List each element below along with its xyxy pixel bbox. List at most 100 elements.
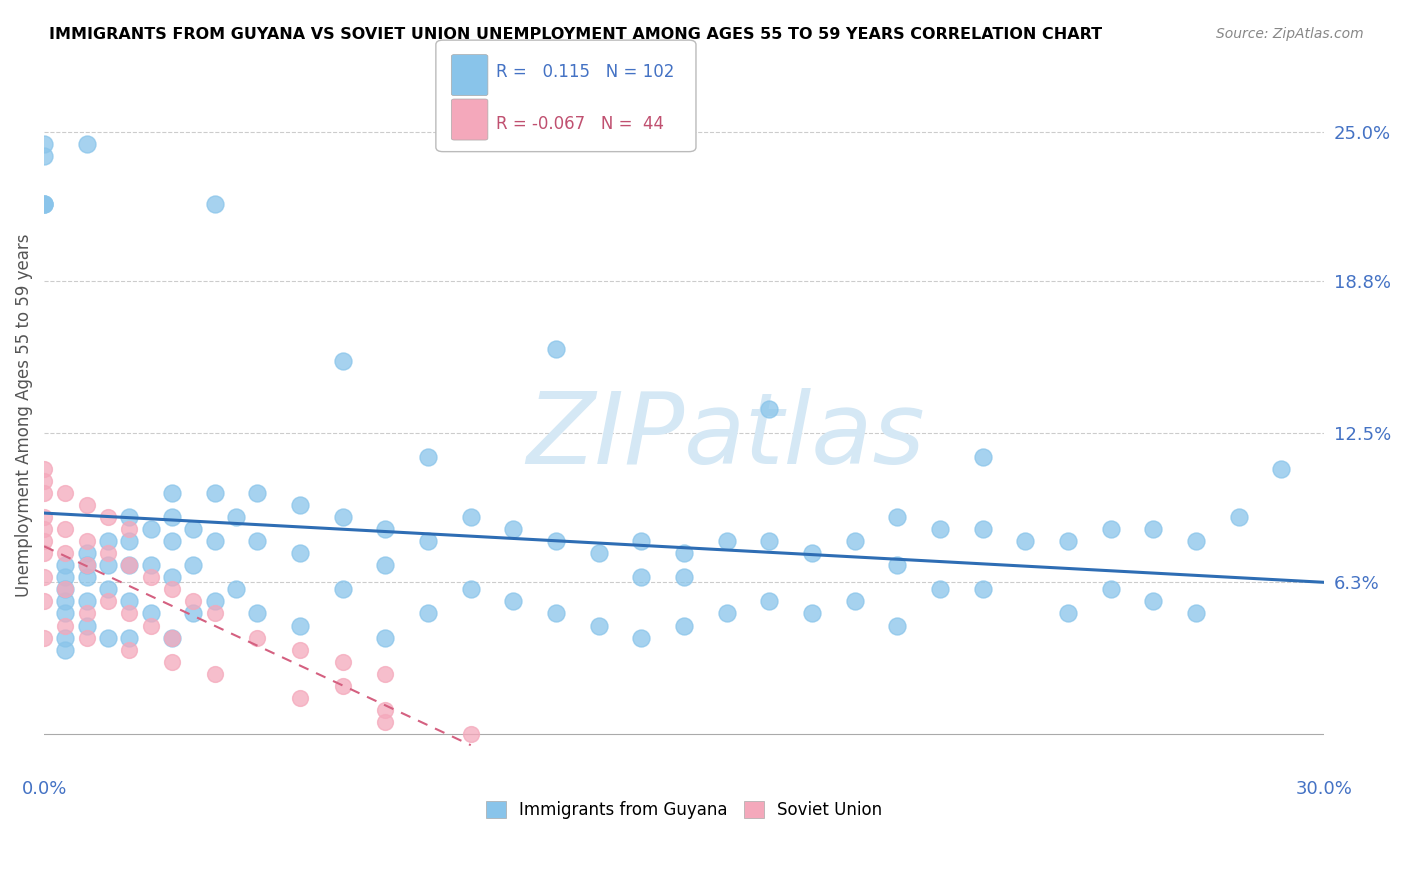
Point bbox=[55, 582, 77, 597]
Point bbox=[673, 618, 696, 632]
Point bbox=[716, 534, 738, 549]
Point bbox=[546, 342, 568, 356]
Point bbox=[288, 546, 311, 560]
Point bbox=[886, 618, 908, 632]
Point bbox=[460, 582, 482, 597]
Point bbox=[630, 631, 652, 645]
Point bbox=[183, 558, 205, 573]
Point bbox=[716, 607, 738, 621]
Point bbox=[630, 570, 652, 584]
Point bbox=[972, 450, 994, 464]
Point bbox=[246, 631, 269, 645]
Point bbox=[502, 522, 524, 536]
Point bbox=[1099, 582, 1122, 597]
Point bbox=[630, 534, 652, 549]
Point bbox=[118, 594, 141, 608]
Point bbox=[76, 498, 98, 512]
Point bbox=[1185, 534, 1208, 549]
Point bbox=[76, 631, 98, 645]
Point bbox=[139, 522, 162, 536]
Point bbox=[160, 486, 183, 500]
Point bbox=[1185, 607, 1208, 621]
Point bbox=[1142, 522, 1164, 536]
Point bbox=[55, 631, 77, 645]
Point bbox=[288, 618, 311, 632]
Point bbox=[332, 679, 354, 693]
Point bbox=[758, 534, 780, 549]
Point bbox=[32, 486, 55, 500]
Point bbox=[118, 558, 141, 573]
Text: R =   0.115   N = 102: R = 0.115 N = 102 bbox=[496, 63, 675, 81]
Point bbox=[139, 607, 162, 621]
Text: atlas: atlas bbox=[685, 388, 925, 484]
Text: R = -0.067   N =  44: R = -0.067 N = 44 bbox=[496, 114, 664, 133]
Point bbox=[1057, 534, 1080, 549]
Point bbox=[160, 655, 183, 669]
Point bbox=[758, 401, 780, 416]
Point bbox=[332, 510, 354, 524]
Point bbox=[55, 558, 77, 573]
Point bbox=[929, 522, 952, 536]
Point bbox=[246, 607, 269, 621]
Point bbox=[118, 631, 141, 645]
Point bbox=[332, 655, 354, 669]
Point bbox=[118, 510, 141, 524]
Point bbox=[118, 522, 141, 536]
Point bbox=[55, 607, 77, 621]
Point bbox=[97, 534, 120, 549]
Point bbox=[460, 727, 482, 741]
Point bbox=[588, 618, 610, 632]
Point bbox=[97, 510, 120, 524]
Point bbox=[139, 558, 162, 573]
Point bbox=[588, 546, 610, 560]
Point bbox=[1142, 594, 1164, 608]
Point bbox=[32, 522, 55, 536]
Text: Source: ZipAtlas.com: Source: ZipAtlas.com bbox=[1216, 27, 1364, 41]
Point bbox=[32, 197, 55, 211]
Point bbox=[118, 642, 141, 657]
Point bbox=[118, 558, 141, 573]
Point bbox=[546, 607, 568, 621]
Point bbox=[160, 534, 183, 549]
Point bbox=[76, 594, 98, 608]
Point bbox=[160, 631, 183, 645]
Point bbox=[225, 510, 247, 524]
Point bbox=[886, 510, 908, 524]
Point bbox=[374, 631, 396, 645]
Point bbox=[801, 607, 824, 621]
Point bbox=[225, 582, 247, 597]
Point bbox=[160, 631, 183, 645]
Point bbox=[160, 582, 183, 597]
Point bbox=[55, 642, 77, 657]
Point bbox=[55, 522, 77, 536]
Point bbox=[55, 582, 77, 597]
Point bbox=[416, 534, 439, 549]
Point bbox=[374, 714, 396, 729]
Point bbox=[183, 594, 205, 608]
Point bbox=[32, 546, 55, 560]
Point bbox=[204, 486, 226, 500]
Point bbox=[76, 534, 98, 549]
Point bbox=[546, 534, 568, 549]
Point bbox=[332, 353, 354, 368]
Point bbox=[673, 570, 696, 584]
Point bbox=[1099, 522, 1122, 536]
Point bbox=[55, 594, 77, 608]
Point bbox=[32, 197, 55, 211]
Point bbox=[76, 607, 98, 621]
Point bbox=[673, 546, 696, 560]
Point bbox=[416, 607, 439, 621]
Point bbox=[1057, 607, 1080, 621]
Point bbox=[374, 558, 396, 573]
Point bbox=[32, 197, 55, 211]
Point bbox=[55, 570, 77, 584]
Y-axis label: Unemployment Among Ages 55 to 59 years: Unemployment Among Ages 55 to 59 years bbox=[15, 233, 32, 597]
Point bbox=[76, 136, 98, 151]
Point bbox=[32, 594, 55, 608]
Point bbox=[246, 486, 269, 500]
Point bbox=[55, 618, 77, 632]
Point bbox=[204, 197, 226, 211]
Point bbox=[32, 136, 55, 151]
Point bbox=[32, 510, 55, 524]
Point bbox=[886, 558, 908, 573]
